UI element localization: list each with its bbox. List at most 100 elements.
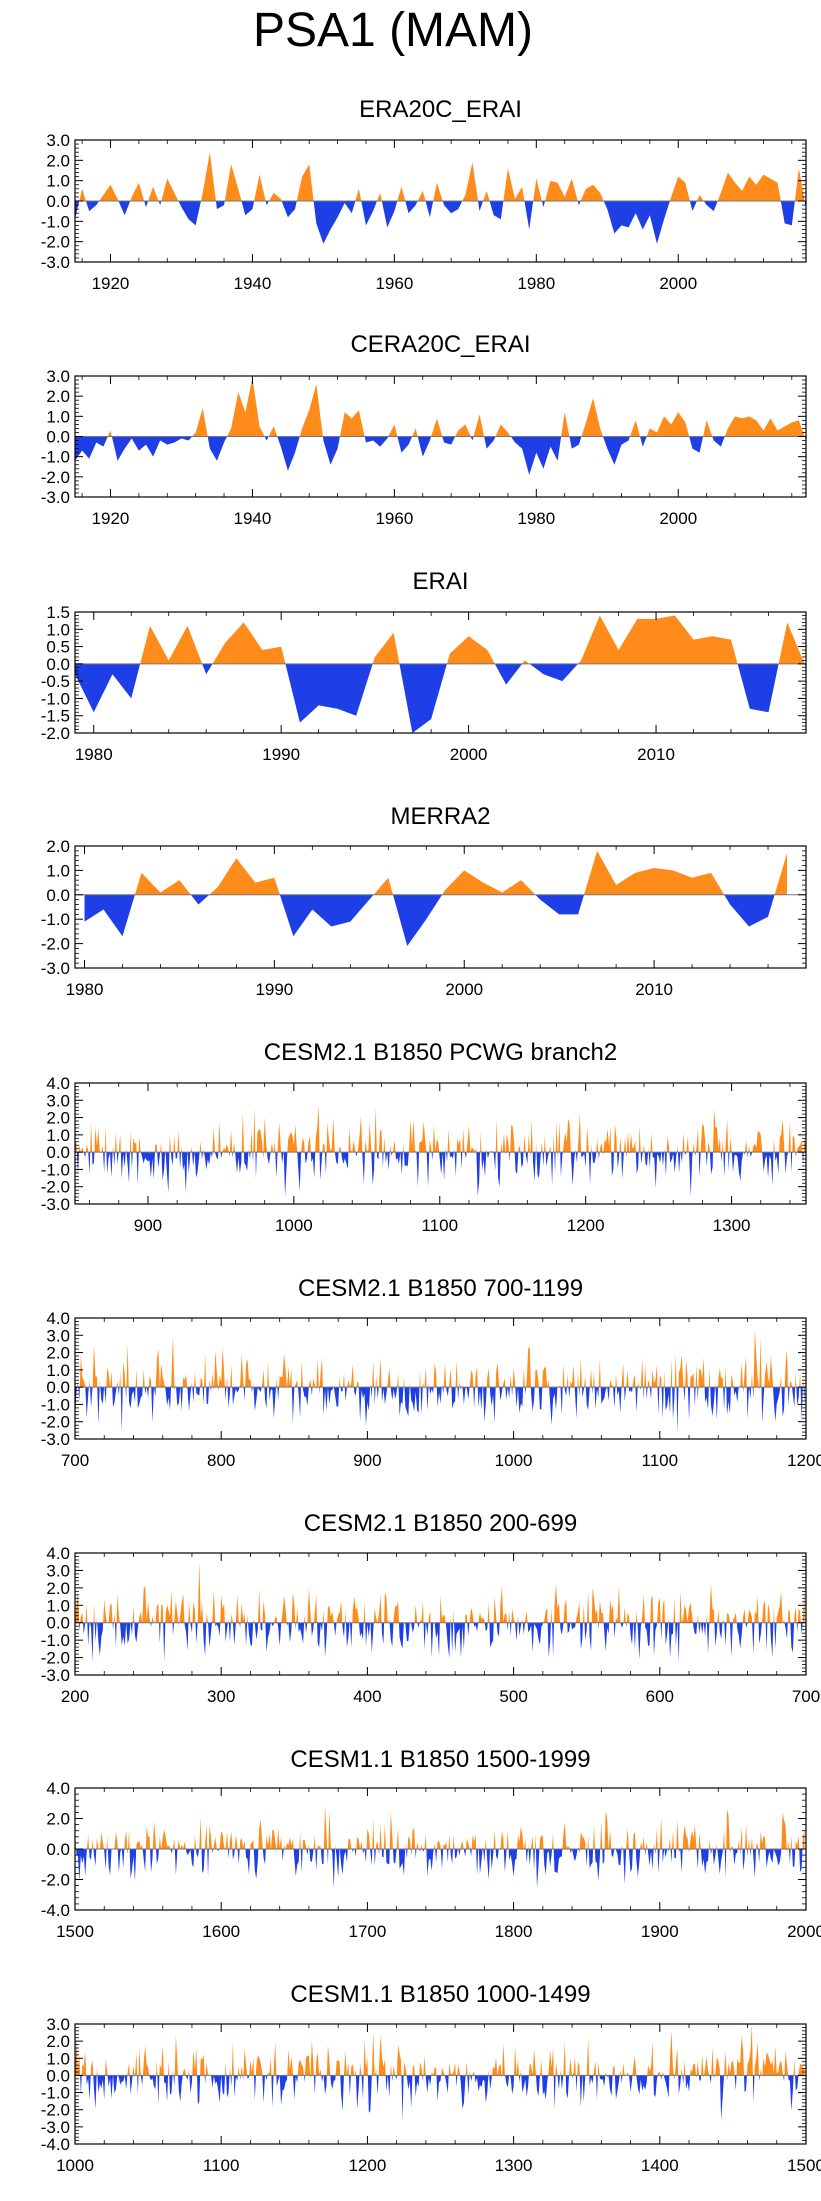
x-tick-label: 2000 — [445, 980, 483, 999]
y-tick-label: 2.0 — [46, 837, 70, 856]
panel-5: CESM2.1 B1850 PCWG branch2 4.03.02.01.00.… — [41, 1039, 807, 1235]
y-tick-label: -1.0 — [41, 1160, 70, 1179]
positive-area — [134, 850, 788, 895]
panel-title: CESM2.1 B1850 700-1199 — [298, 1275, 583, 1302]
x-tick-label: 1400 — [641, 2156, 679, 2175]
positive-area — [75, 2024, 805, 2076]
figure-title: PSA1 (MAM) — [253, 4, 533, 57]
negative-area — [75, 663, 806, 733]
y-tick-label: -0.5 — [41, 672, 70, 691]
negative-area — [84, 894, 788, 947]
y-tick-label: -1.0 — [41, 1395, 70, 1414]
y-tick-label: -1.0 — [41, 910, 70, 929]
y-tick-label: -3.0 — [41, 1195, 70, 1214]
x-tick-label: 1100 — [421, 1216, 458, 1235]
negative-area — [75, 201, 806, 244]
x-tick-label: 1200 — [787, 1451, 821, 1470]
x-tick-label: 1500 — [56, 1922, 94, 1941]
x-tick-label: 1000 — [495, 1451, 533, 1470]
y-tick-label: 2.0 — [46, 1344, 70, 1363]
negative-area — [79, 1622, 803, 1663]
x-tick-label: 400 — [353, 1687, 381, 1706]
y-tick-label: 0.5 — [46, 638, 70, 657]
y-tick-label: -2.0 — [41, 1649, 70, 1668]
x-tick-label: 1200 — [348, 2156, 386, 2175]
y-tick-label: -2.0 — [41, 2101, 70, 2120]
y-tick-label: 0.0 — [46, 655, 70, 674]
plot-frame — [74, 1552, 807, 1676]
y-tick-label: 1.0 — [46, 1126, 70, 1145]
y-tick-label: -2.0 — [41, 1413, 70, 1432]
x-tick-label: 2010 — [635, 980, 673, 999]
y-tick-label: 0.0 — [46, 1840, 70, 1859]
y-tick-label: 0.0 — [46, 886, 70, 905]
x-tick-label: 1960 — [375, 274, 413, 293]
x-tick-label: 1980 — [517, 509, 555, 528]
y-tick-label: -3.0 — [41, 1430, 70, 1449]
panel-title: CESM1.1 B1850 1000-1499 — [290, 1981, 590, 2008]
x-tick-label: 200 — [61, 1687, 89, 1706]
x-tick-label: 1990 — [255, 980, 293, 999]
positive-area — [140, 615, 805, 664]
x-tick-label: 1940 — [234, 509, 272, 528]
y-tick-label: 3.0 — [46, 2015, 70, 2034]
panel-title: MERRA2 — [390, 803, 490, 830]
y-tick-label: -4.0 — [41, 1901, 70, 1920]
y-tick-label: 0.0 — [46, 192, 70, 211]
plot-frame — [74, 611, 807, 734]
y-tick-label: 3.0 — [46, 131, 70, 150]
y-tick-label: 4.0 — [46, 1074, 70, 1093]
panel-title: CESM2.1 B1850 200-699 — [304, 1510, 578, 1537]
y-tick-label: 4.0 — [46, 1309, 70, 1328]
y-tick-label: 2.0 — [46, 151, 70, 170]
y-tick-label: 0.0 — [46, 1378, 70, 1397]
x-tick-label: 900 — [134, 1216, 162, 1235]
negative-area — [75, 1849, 805, 1889]
y-tick-label: -2.0 — [41, 935, 70, 954]
x-tick-label: 1800 — [495, 1922, 533, 1941]
panel-7: CESM2.1 B1850 200-699 4.03.02.01.00.0-1.0… — [41, 1510, 820, 1706]
panel-2: CERA20C_ERAI 3.02.01.0 0.0-1.0-2.0-3.0 1920… — [41, 331, 807, 528]
y-tick-label: 3.0 — [46, 1326, 70, 1345]
y-tick-label: 3.0 — [46, 1091, 70, 1110]
negative-area — [75, 1387, 805, 1434]
y-tick-label: -1.5 — [41, 707, 70, 726]
y-tick-label: 1.0 — [46, 1361, 70, 1380]
y-tick-label: 1.0 — [46, 2049, 70, 2068]
plot-frame — [74, 845, 807, 969]
y-tick-label: -3.0 — [41, 2118, 70, 2137]
x-tick-label: 1700 — [348, 1922, 386, 1941]
y-tick-label: 3.0 — [46, 1561, 70, 1580]
y-tick-label: 1.5 — [46, 603, 70, 622]
y-tick-label: -1.0 — [41, 1631, 70, 1650]
plot-frame — [74, 2023, 807, 2145]
x-tick-label: 900 — [353, 1451, 381, 1470]
panel-4: MERRA2 2.0 1.0 0.0 -1.0 -2.0 -3.0 1980 1990 2000 2… — [41, 803, 807, 999]
x-tick-label: 1980 — [66, 980, 104, 999]
x-tick-label: 1920 — [92, 274, 130, 293]
plot-frame — [74, 1082, 807, 1205]
x-tick-label: 1990 — [262, 745, 300, 764]
x-tick-label: 1960 — [375, 509, 413, 528]
x-tick-label: 800 — [207, 1451, 235, 1470]
y-tick-label: -2.0 — [41, 1871, 70, 1890]
positive-area — [75, 1106, 806, 1153]
x-tick-label: 2000 — [659, 509, 697, 528]
positive-area — [75, 378, 806, 437]
panel-title: ERAI — [412, 568, 468, 595]
x-tick-label: 700 — [61, 1451, 89, 1470]
y-tick-label: 4.0 — [46, 1544, 70, 1563]
y-tick-label: 4.0 — [46, 1779, 70, 1798]
y-tick-label: -3.0 — [41, 253, 70, 272]
x-tick-label: 1000 — [275, 1216, 313, 1235]
y-tick-label: -4.0 — [41, 2135, 70, 2154]
panel-9: CESM1.1 B1850 1000-14993.02.01.00.0-1.0-… — [41, 1981, 821, 2175]
y-tick-label: 2.0 — [46, 1109, 70, 1128]
x-tick-label: 1920 — [92, 509, 130, 528]
y-tick-label: -3.0 — [41, 488, 70, 507]
x-tick-label: 1980 — [75, 745, 113, 764]
panel-title: CESM1.1 B1850 1500-1999 — [290, 1746, 590, 1773]
x-tick-label: 1600 — [202, 1922, 240, 1941]
panel-title: ERA20C_ERAI — [359, 96, 522, 123]
